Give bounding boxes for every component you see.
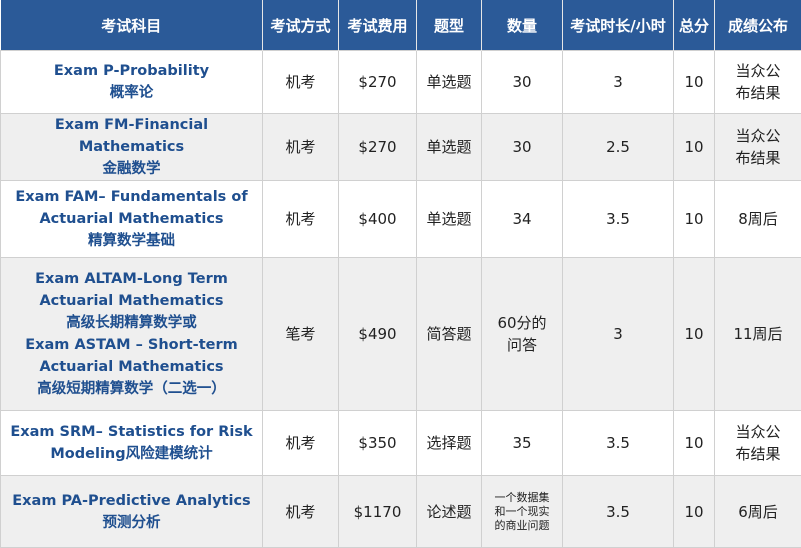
table-cell: 当众公布结果 bbox=[715, 114, 801, 181]
table-cell: 10 bbox=[674, 411, 715, 476]
table-cell: 35 bbox=[482, 411, 563, 476]
table-cell: 10 bbox=[674, 476, 715, 548]
table-cell: 笔考 bbox=[263, 258, 339, 411]
subject-line: Actuarial Mathematics bbox=[3, 356, 260, 378]
table-cell: 3.5 bbox=[563, 476, 674, 548]
table-cell: 单选题 bbox=[417, 181, 482, 258]
table-cell: 3 bbox=[563, 51, 674, 114]
table-cell: 2.5 bbox=[563, 114, 674, 181]
table-cell: 论述题 bbox=[417, 476, 482, 548]
subject-line: 金融数学 bbox=[3, 158, 260, 180]
header-cell: 考试费用 bbox=[339, 0, 417, 51]
header-row: 考试科目考试方式考试费用题型数量考试时长/小时总分成绩公布 bbox=[1, 0, 801, 51]
table-cell: 当众公布结果 bbox=[715, 411, 801, 476]
subject-line: Exam FAM– Fundamentals of bbox=[3, 186, 260, 208]
table-cell: $400 bbox=[339, 181, 417, 258]
subject-line: Exam ALTAM-Long Term bbox=[3, 268, 260, 290]
table-cell: 一个数据集和一个现实的商业问题 bbox=[482, 476, 563, 548]
subject-line: Exam ASTAM – Short-term bbox=[3, 334, 260, 356]
header-cell: 成绩公布 bbox=[715, 0, 801, 51]
table-cell: 60分的问答 bbox=[482, 258, 563, 411]
header-cell: 考试时长/小时 bbox=[563, 0, 674, 51]
table-cell: $490 bbox=[339, 258, 417, 411]
table-cell: 机考 bbox=[263, 114, 339, 181]
subject-line: Exam PA-Predictive Analytics bbox=[3, 490, 260, 512]
table-cell: 30 bbox=[482, 51, 563, 114]
table-cell: 3.5 bbox=[563, 411, 674, 476]
table-cell: 11周后 bbox=[715, 258, 801, 411]
table-cell: 机考 bbox=[263, 51, 339, 114]
table-cell: 10 bbox=[674, 51, 715, 114]
subject-line: Actuarial Mathematics bbox=[3, 208, 260, 230]
table-cell: $270 bbox=[339, 114, 417, 181]
table-cell: 10 bbox=[674, 258, 715, 411]
table-cell: 机考 bbox=[263, 181, 339, 258]
table-cell: 34 bbox=[482, 181, 563, 258]
table-cell: 10 bbox=[674, 181, 715, 258]
subject-line: Actuarial Mathematics bbox=[3, 290, 260, 312]
table-cell: $1170 bbox=[339, 476, 417, 548]
header-cell: 题型 bbox=[417, 0, 482, 51]
table-cell: 单选题 bbox=[417, 114, 482, 181]
subject-line: 高级长期精算数学或 bbox=[3, 312, 260, 334]
table-cell: 30 bbox=[482, 114, 563, 181]
table-cell: 简答题 bbox=[417, 258, 482, 411]
table-cell: $350 bbox=[339, 411, 417, 476]
table-cell: 单选题 bbox=[417, 51, 482, 114]
table-cell: 机考 bbox=[263, 411, 339, 476]
table-cell: 8周后 bbox=[715, 181, 801, 258]
subject-line: Modeling风险建模统计 bbox=[3, 443, 260, 465]
header-cell: 考试方式 bbox=[263, 0, 339, 51]
table-cell: $270 bbox=[339, 51, 417, 114]
subject-line: 预测分析 bbox=[3, 512, 260, 534]
table-cell: 10 bbox=[674, 114, 715, 181]
subject-line: 概率论 bbox=[3, 82, 260, 104]
subject-line: 高级短期精算数学（二选一） bbox=[3, 378, 260, 400]
subject-line: 精算数学基础 bbox=[3, 230, 260, 252]
subject-line: Exam FM-Financial Mathematics bbox=[3, 114, 260, 158]
table-cell: 选择题 bbox=[417, 411, 482, 476]
header-cell: 总分 bbox=[674, 0, 715, 51]
table-cell: 6周后 bbox=[715, 476, 801, 548]
table-cell: 3 bbox=[563, 258, 674, 411]
header-cell: 数量 bbox=[482, 0, 563, 51]
table-cell: 机考 bbox=[263, 476, 339, 548]
subject-line: Exam SRM– Statistics for Risk bbox=[3, 421, 260, 443]
table-cell: 3.5 bbox=[563, 181, 674, 258]
table-cell: 当众公布结果 bbox=[715, 51, 801, 114]
subject-line: Exam P-Probability bbox=[3, 60, 260, 82]
header-cell: 考试科目 bbox=[1, 0, 263, 51]
